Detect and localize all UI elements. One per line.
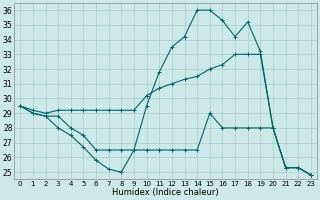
X-axis label: Humidex (Indice chaleur): Humidex (Indice chaleur) — [112, 188, 219, 197]
